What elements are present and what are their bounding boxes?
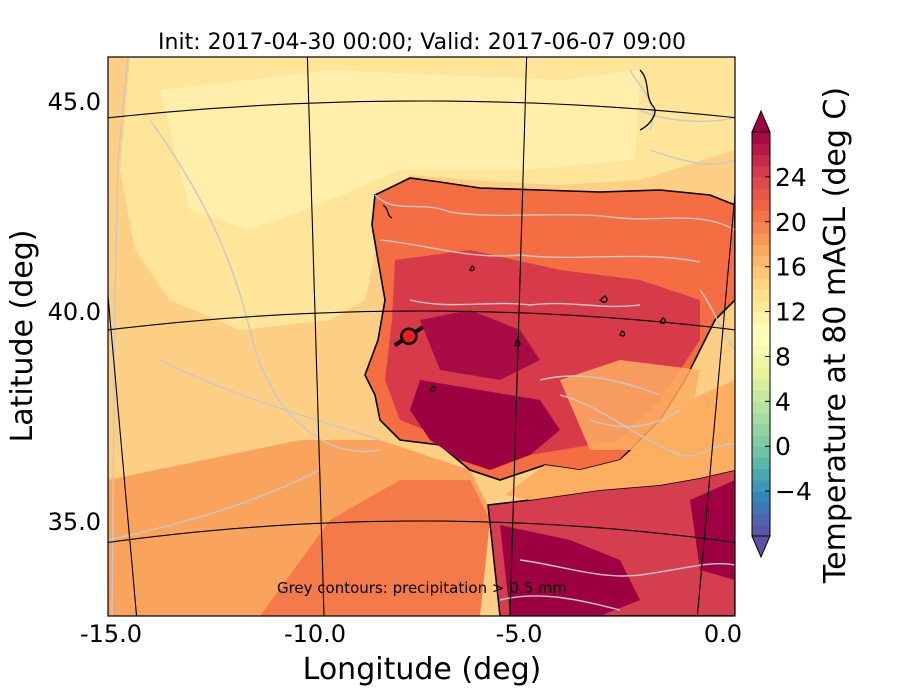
colorbar-step: [752, 221, 770, 234]
meridian-line-2: [509, 57, 528, 616]
bay-of-biscay-land: [640, 57, 735, 165]
colorbar-max-extension: [751, 109, 771, 133]
map-area: [108, 57, 735, 616]
colorbar-step: [752, 524, 770, 537]
longitude-tick-label-3: 0.0: [704, 620, 742, 648]
colorbar-step: [752, 479, 770, 492]
mediterranean-sea: [505, 380, 735, 500]
colorbar-step: [752, 468, 770, 481]
central-hot-patch: [420, 310, 540, 380]
colorbar-tick-label-5: 16: [775, 253, 807, 282]
colorbar-step: [752, 345, 770, 358]
colorbar-tick-label-3: 8: [775, 342, 791, 371]
colorbar-step: [752, 255, 770, 268]
colorbar-step: [752, 233, 770, 245]
colorbar-step: [752, 300, 770, 313]
colorbar-step: [752, 154, 770, 167]
site-marker-dot: [400, 327, 418, 345]
colorbar-step: [752, 435, 770, 447]
colorbar-step: [752, 188, 770, 200]
colorbar-step: [752, 289, 770, 301]
colorbar-step: [752, 311, 770, 324]
map-frame: [107, 56, 736, 617]
colorbar-step: [752, 277, 770, 290]
graticule: [108, 57, 735, 616]
colorbar-step: [752, 210, 770, 223]
colorbar: [751, 109, 771, 559]
meridian-line-0: [108, 289, 138, 616]
colorbar-step: [752, 266, 770, 279]
colorbar-step: [752, 199, 770, 212]
colorbar-tick-label-1: 0: [775, 432, 791, 461]
latitude-tick-labels: 35.0 40.0 45.0: [48, 88, 101, 536]
south-ocean-warmer-zone: [260, 480, 490, 616]
colorbar-tick-label-0: −4: [775, 477, 812, 506]
meridian-line-3: [696, 187, 735, 616]
longitude-tick-label-1: -10.0: [284, 620, 346, 648]
colorbar-tick-label-6: 20: [775, 208, 807, 237]
colorbar-step: [752, 165, 770, 178]
colorbar-step: [752, 244, 770, 257]
north-africa-hot: [500, 525, 640, 616]
colorbar-step: [752, 143, 770, 156]
longitude-tick-label-2: -5.0: [496, 620, 543, 648]
parallel-line-2: [108, 100, 735, 119]
colorbar-step: [752, 513, 770, 526]
plot-title: Init: 2017-04-30 00:00; Valid: 2017-06-0…: [158, 30, 686, 55]
colorbar-tick-label-2: 4: [775, 387, 791, 416]
guadalquivir-hot: [410, 380, 560, 470]
colorbar-step: [752, 132, 770, 144]
colorbar-step: [752, 457, 770, 470]
colorbar-step: [752, 356, 770, 369]
colorbar-step: [752, 367, 770, 380]
colorbar-frame: [751, 131, 771, 537]
colorbar-step: [752, 491, 770, 503]
colorbar-step: [752, 446, 770, 459]
precipitation-contours: [108, 57, 735, 616]
colorbar-step: [752, 334, 770, 346]
x-axis-label: Longitude (deg): [303, 652, 542, 687]
latitude-tick-label-1: 40.0: [48, 298, 101, 326]
site-marker: [393, 325, 424, 347]
colorbar-min-extension: [751, 535, 771, 559]
africa-east-hot: [690, 480, 735, 580]
latitude-tick-label-0: 35.0: [48, 508, 101, 536]
longitude-tick-labels: -15.0 -10.0 -5.0 0.0: [80, 620, 742, 648]
colorbar-step: [752, 378, 770, 391]
colorbar-step: [752, 390, 770, 402]
ocean-cool-tongue: [160, 70, 640, 230]
parallel-line-0: [108, 520, 735, 544]
colorbar-step: [752, 401, 770, 414]
colorbar-step: [752, 322, 770, 335]
y-axis-label: Latitude (deg): [5, 230, 40, 443]
longitude-tick-label-0: -15.0: [80, 620, 142, 648]
colorbar-tick-label-7: 24: [775, 163, 807, 192]
colorbar-tick-label-4: 12: [775, 298, 807, 327]
precipitation-note: Grey contours: precipitation > 0.5 mm: [277, 579, 567, 597]
latitude-tick-label-2: 45.0: [48, 88, 101, 116]
colorbar-tick-labels: −4 0 4 8 12 16 20 24: [765, 163, 812, 506]
parallel-line-1: [108, 310, 735, 331]
meridian-line-1: [306, 57, 325, 616]
coastline-features: [382, 69, 666, 392]
colorbar-label: Temperature at 80 mAGL (deg C): [818, 87, 853, 584]
colorbar-step: [752, 502, 770, 515]
colorbar-step: [752, 412, 770, 425]
colorbar-step: [752, 423, 770, 436]
colorbar-step: [752, 176, 770, 189]
